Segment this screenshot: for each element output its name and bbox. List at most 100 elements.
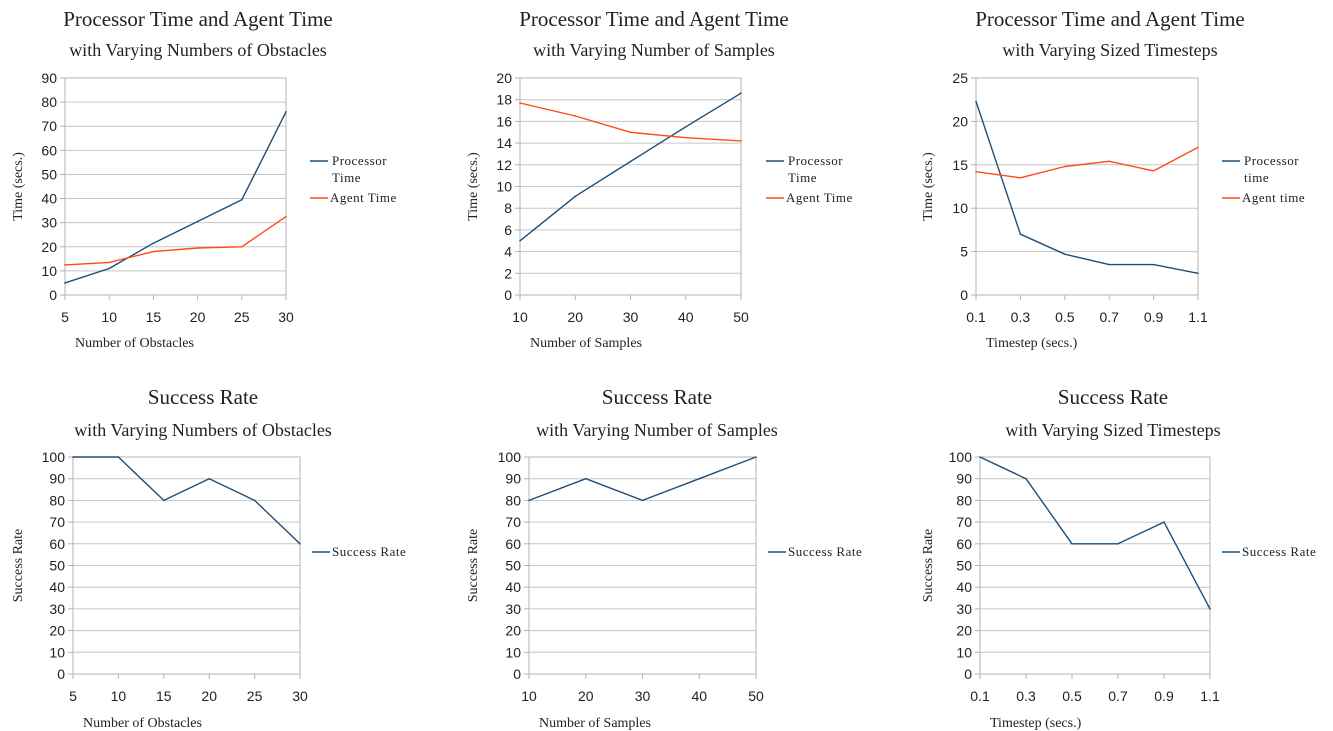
- x-axis-title: Timestep (secs.): [990, 716, 1082, 731]
- legend-item-2: Agent Time: [310, 190, 396, 205]
- y-tick-label: 60: [41, 142, 57, 158]
- y-tick-label: 0: [49, 287, 57, 303]
- legend-label: Time: [788, 170, 817, 185]
- data-point: [1019, 177, 1022, 179]
- x-tick-label: 30: [292, 688, 308, 704]
- y-tick-label: 2: [504, 265, 512, 281]
- y-tick-label: 20: [496, 70, 512, 86]
- y-tick-label: 0: [964, 666, 972, 682]
- chart-title: Success Rate: [148, 385, 258, 409]
- x-tick-label: 10: [101, 309, 117, 325]
- y-tick-label: 20: [956, 623, 972, 639]
- y-tick-label: 14: [496, 135, 512, 151]
- data-point: [163, 499, 165, 502]
- data-point: [1071, 543, 1073, 545]
- legend-item-1: Processor Time: [766, 153, 843, 185]
- x-tick-label: 0.1: [966, 309, 986, 325]
- data-point: [196, 220, 199, 223]
- x-tick-label: 10: [521, 688, 537, 704]
- x-tick-label: 0.3: [1011, 309, 1031, 325]
- data-point: [519, 102, 521, 104]
- legend-label: Success Rate: [332, 544, 406, 559]
- legend-label: Success Rate: [1242, 544, 1316, 559]
- x-tick-label: 10: [512, 309, 528, 325]
- y-tick-label: 6: [504, 222, 512, 238]
- x-axis-title: Number of Samples: [539, 716, 651, 731]
- legend-item-1: Success Rate: [1222, 544, 1316, 559]
- x-axis-title: Number of Samples: [530, 336, 642, 351]
- legend-label: Success Rate: [788, 544, 862, 559]
- y-tick-label: 70: [956, 514, 972, 530]
- y-tick-label: 80: [49, 492, 65, 508]
- y-axis-title: Time (secs.): [11, 152, 26, 221]
- plot-area: [975, 77, 1199, 296]
- y-tick-label: 90: [505, 471, 521, 487]
- x-tick-label: 50: [733, 309, 749, 325]
- y-tick-label: 0: [960, 287, 968, 303]
- y-tick-label: 100: [949, 449, 973, 465]
- y-tick-label: 90: [49, 471, 65, 487]
- legend-label: Time: [332, 170, 361, 185]
- data-point: [755, 456, 757, 458]
- y-tick-label: 10: [41, 263, 57, 279]
- x-tick-label: 1.1: [1188, 309, 1208, 325]
- x-tick-label: 0.5: [1062, 688, 1082, 704]
- chart-title: Success Rate: [1058, 385, 1168, 409]
- data-point: [64, 282, 66, 284]
- data-point: [1197, 272, 1199, 275]
- series-line-2: [519, 102, 742, 142]
- y-axis-title: Success Rate: [921, 529, 936, 602]
- y-tick-label: 50: [956, 558, 972, 574]
- data-point: [1152, 170, 1155, 172]
- y-tick-label: 10: [49, 644, 65, 660]
- y-tick-label: 60: [956, 536, 972, 552]
- y-tick-label: 0: [504, 287, 512, 303]
- legend-item-1: Success Rate: [312, 544, 406, 559]
- y-tick-label: 70: [41, 118, 57, 134]
- x-tick-label: 15: [146, 309, 162, 325]
- chart-title: Success Rate: [602, 385, 712, 409]
- y-axis-title: Time (secs.): [921, 152, 936, 221]
- x-tick-label: 0.9: [1154, 688, 1174, 704]
- data-point: [152, 242, 155, 244]
- data-point: [196, 247, 199, 249]
- series-line-2: [64, 216, 287, 266]
- chart-panel-6: Success Rate with Varying Sized Timesteps…: [921, 385, 1316, 731]
- x-tick-label: 25: [234, 309, 250, 325]
- y-tick-label: 10: [505, 644, 521, 660]
- y-tick-label: 100: [498, 449, 522, 465]
- y-tick-label: 40: [49, 579, 65, 595]
- x-tick-label: 0.9: [1144, 309, 1164, 325]
- data-point: [519, 239, 521, 242]
- chart-panel-1: Processor Time and Agent Time with Varyin…: [11, 7, 396, 351]
- data-point: [641, 499, 644, 502]
- data-point: [1025, 477, 1027, 480]
- data-point: [208, 477, 210, 480]
- x-tick-label: 30: [623, 309, 639, 325]
- legend-item-2: Agent time: [1222, 190, 1305, 205]
- y-tick-label: 80: [505, 492, 521, 508]
- data-point: [740, 92, 742, 94]
- data-point: [241, 198, 243, 201]
- y-tick-label: 30: [41, 215, 57, 231]
- y-axis-title: Success Rate: [11, 529, 26, 602]
- legend-label: Processor: [332, 153, 387, 168]
- data-point: [1163, 521, 1165, 523]
- chart-title: Processor Time and Agent Time: [975, 7, 1245, 31]
- plot-area: [72, 456, 301, 675]
- legend-item-1: Processor Time: [310, 153, 387, 185]
- plot-area: [64, 77, 287, 296]
- legend-item-1: Success Rate: [768, 544, 862, 559]
- chart-panel-5: Success Rate with Varying Number of Sampl…: [466, 385, 862, 731]
- y-tick-label: 10: [956, 644, 972, 660]
- plot-area: [979, 456, 1211, 675]
- legend-label: Agent time: [1242, 190, 1305, 205]
- data-point: [528, 499, 530, 502]
- y-tick-label: 12: [496, 157, 512, 173]
- y-tick-label: 20: [505, 623, 521, 639]
- data-point: [285, 215, 287, 218]
- chart-title: Processor Time and Agent Time: [63, 7, 333, 31]
- data-point: [1209, 608, 1211, 610]
- x-axis-title: Number of Obstacles: [75, 336, 194, 351]
- x-tick-label: 10: [111, 688, 127, 704]
